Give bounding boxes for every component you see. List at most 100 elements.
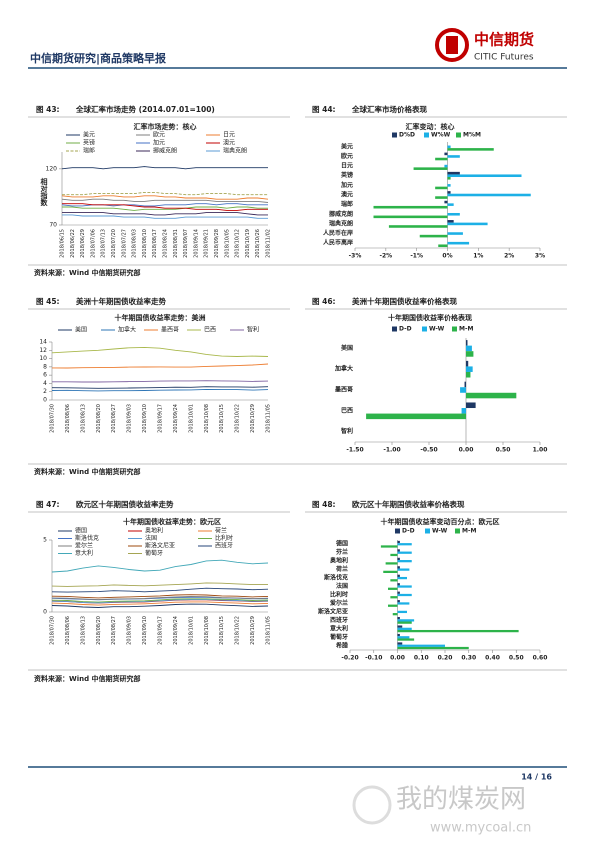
bar xyxy=(464,381,466,388)
x-tick-label: -0.10 xyxy=(365,655,382,662)
category-label: 意大利 xyxy=(330,624,348,632)
bar xyxy=(366,413,466,420)
bar xyxy=(383,570,398,573)
series-line xyxy=(52,380,269,383)
bar xyxy=(380,545,398,548)
y-tick-label: 70 xyxy=(49,222,57,229)
bar xyxy=(397,642,403,645)
bar xyxy=(397,633,400,637)
bar xyxy=(397,619,415,622)
legend-label: 智利 xyxy=(247,326,259,334)
bar xyxy=(397,543,412,546)
legend-label: 美元 xyxy=(83,131,95,139)
x-tick-label: 2018/10/26 xyxy=(255,229,261,258)
x-tick-label: 2018/08/06 xyxy=(65,616,71,645)
legend-label: 墨西哥 xyxy=(161,327,179,334)
bar xyxy=(397,602,410,605)
legend-label: 巴西 xyxy=(204,327,216,334)
x-tick-label: 2018/09/24 xyxy=(173,404,179,433)
x-tick-label: 2018/11/05 xyxy=(266,616,272,645)
bar xyxy=(466,392,517,399)
bar xyxy=(390,579,398,582)
series-line xyxy=(51,363,269,369)
x-tick-label: 2018/08/10 xyxy=(142,229,148,258)
category-label: 瑞典克朗 xyxy=(329,219,353,227)
x-tick-label: 2018/08/27 xyxy=(111,404,117,433)
category-label: 日元 xyxy=(341,163,353,170)
bar xyxy=(390,553,398,557)
x-tick-label: 2% xyxy=(504,253,514,260)
x-tick-label: 2018/10/29 xyxy=(250,616,256,645)
figure-label: 图 44: xyxy=(312,105,336,114)
x-tick-label: 1% xyxy=(473,253,483,260)
x-tick-label: 2018/11/05 xyxy=(266,404,272,433)
category-label: 西班牙 xyxy=(330,616,348,624)
bar xyxy=(397,644,445,647)
legend-swatch xyxy=(455,528,460,534)
y-tick-label: 12 xyxy=(39,347,47,354)
bar xyxy=(397,591,400,594)
series-line xyxy=(51,598,269,603)
bar xyxy=(397,610,407,614)
bar xyxy=(466,366,473,372)
bar xyxy=(419,234,448,238)
category-label: 葡萄牙 xyxy=(329,633,348,641)
x-tick-label: 2018/10/22 xyxy=(235,404,241,433)
bar xyxy=(444,164,448,168)
bar xyxy=(435,157,448,161)
x-tick-label: 2018/09/10 xyxy=(142,616,148,645)
chart-title: 十年期国债收益率变动百分点：欧元区 xyxy=(381,517,500,526)
x-tick-label: 2018/10/01 xyxy=(188,404,194,433)
x-tick-label: 2018/10/08 xyxy=(204,616,210,645)
x-tick-label: 2018/08/20 xyxy=(96,616,102,645)
x-tick-label: 2018/07/30 xyxy=(50,616,56,645)
bar xyxy=(460,387,466,393)
legend-label: 西班牙 xyxy=(215,542,233,550)
x-tick-label: 0.30 xyxy=(461,655,476,662)
x-tick-label: 2018/06/15 xyxy=(60,229,66,258)
bar xyxy=(388,604,398,607)
category-label: 奥地利 xyxy=(330,557,348,565)
bar xyxy=(447,241,470,245)
x-tick-label: -3% xyxy=(349,253,362,260)
legend-label: 挪威克朗 xyxy=(153,147,177,155)
figure-title: 欧元区十年期国债收益率走势 xyxy=(76,499,174,509)
bar xyxy=(390,596,398,599)
chart-title: 汇率变动：核心 xyxy=(406,122,455,131)
x-tick-label: 2018/10/05 xyxy=(224,229,230,258)
legend-label: 加拿大 xyxy=(118,326,136,334)
category-label: 英镑 xyxy=(340,171,353,179)
legend-label: D-D xyxy=(402,528,415,535)
category-label: 美国 xyxy=(340,344,353,352)
legend-label: 奥地利 xyxy=(145,527,163,535)
series-line xyxy=(51,603,269,608)
legend-label: 爱尔兰 xyxy=(75,542,93,550)
bar xyxy=(397,593,412,597)
x-tick-label: 2018/10/15 xyxy=(219,404,225,433)
bar xyxy=(397,583,400,586)
series-line xyxy=(62,212,268,216)
category-label: 斯洛伐克 xyxy=(324,574,348,582)
x-tick-label: 2018/06/22 xyxy=(70,229,76,258)
bar xyxy=(397,585,412,588)
category-label: 加拿大 xyxy=(334,365,353,373)
category-label: 爱尔兰 xyxy=(330,599,348,607)
y-tick-label: 6 xyxy=(43,372,47,379)
bar xyxy=(397,617,400,620)
x-tick-label: 0.20 xyxy=(438,655,453,662)
legend-label: 葡萄牙 xyxy=(145,549,163,557)
bar xyxy=(397,625,403,628)
x-tick-label: 2018/07/30 xyxy=(50,404,56,433)
x-tick-label: 2018/09/14 xyxy=(193,229,199,258)
figure-label: 图 47: xyxy=(36,500,60,509)
x-tick-label: 0.50 xyxy=(496,447,511,454)
bar xyxy=(413,167,448,170)
category-label: 比利时 xyxy=(330,591,348,599)
category-label: 荷兰 xyxy=(335,565,348,573)
x-tick-label: 2018/08/06 xyxy=(65,404,71,433)
y-tick-label: 0 xyxy=(43,397,47,404)
x-tick-label: 2018/08/13 xyxy=(80,404,86,433)
category-label: 人民币在岸 xyxy=(323,229,353,237)
figure-title: 欧元区十年期国债收益率价格表现 xyxy=(352,499,465,509)
